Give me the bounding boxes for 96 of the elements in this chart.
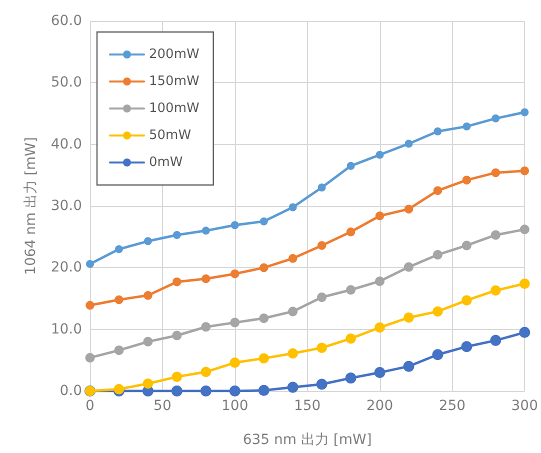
point bbox=[230, 318, 240, 328]
point bbox=[142, 378, 154, 389]
point bbox=[490, 285, 501, 296]
point bbox=[86, 260, 94, 268]
point bbox=[230, 221, 239, 230]
point bbox=[492, 114, 500, 122]
point bbox=[143, 336, 153, 346]
legend-label: 100mW bbox=[149, 101, 200, 116]
point bbox=[202, 274, 210, 284]
point bbox=[346, 285, 356, 295]
point bbox=[491, 168, 500, 178]
y-tick-label: 50.0 bbox=[50, 74, 82, 91]
point bbox=[259, 313, 269, 323]
point bbox=[317, 292, 327, 302]
point bbox=[114, 346, 124, 356]
point bbox=[520, 224, 530, 234]
point bbox=[404, 204, 414, 214]
point bbox=[172, 372, 182, 382]
point bbox=[229, 386, 240, 396]
point bbox=[114, 295, 124, 304]
y-tick-label: 30.0 bbox=[50, 198, 82, 214]
point bbox=[230, 358, 240, 368]
point bbox=[230, 269, 240, 278]
point bbox=[462, 122, 471, 130]
point bbox=[171, 386, 182, 396]
point bbox=[432, 250, 442, 260]
point bbox=[288, 254, 298, 263]
point bbox=[520, 278, 530, 289]
point bbox=[345, 372, 356, 384]
y-tick-label: 20.0 bbox=[50, 260, 82, 276]
y-tick-label: 40.0 bbox=[50, 136, 82, 152]
point bbox=[434, 127, 442, 136]
point bbox=[433, 186, 442, 195]
point bbox=[432, 349, 444, 360]
x-tick-label: 50 bbox=[154, 398, 172, 414]
point bbox=[404, 140, 413, 148]
point bbox=[346, 333, 356, 344]
legend-label: 150mW bbox=[149, 74, 200, 89]
point bbox=[287, 382, 298, 393]
point bbox=[374, 367, 386, 378]
point bbox=[346, 228, 356, 236]
x-tick-label: 200 bbox=[366, 398, 394, 414]
point bbox=[144, 291, 152, 300]
x-tick-label: 150 bbox=[294, 398, 321, 414]
point bbox=[462, 295, 472, 306]
x-tick-label: 0 bbox=[86, 398, 94, 414]
point bbox=[375, 276, 385, 286]
y-tick-label: 0.0 bbox=[60, 383, 82, 399]
point bbox=[202, 226, 210, 235]
point bbox=[317, 241, 326, 250]
x-tick-label: 100 bbox=[222, 398, 248, 414]
point bbox=[172, 330, 182, 340]
point bbox=[114, 245, 123, 254]
point bbox=[144, 237, 152, 246]
point bbox=[316, 378, 328, 390]
point bbox=[318, 184, 326, 192]
point bbox=[375, 211, 384, 220]
point bbox=[376, 150, 384, 159]
y-tick-label: 10.0 bbox=[50, 321, 82, 338]
point bbox=[404, 312, 414, 323]
point bbox=[404, 262, 414, 272]
legend-label: 0mW bbox=[149, 155, 183, 170]
point bbox=[490, 334, 502, 346]
point bbox=[288, 348, 298, 359]
x-tick-label: 250 bbox=[438, 398, 466, 414]
point bbox=[316, 342, 327, 353]
point bbox=[260, 217, 268, 226]
point bbox=[86, 300, 94, 310]
point bbox=[200, 366, 212, 378]
point bbox=[462, 240, 472, 250]
legend-label: 200mW bbox=[149, 47, 200, 62]
point bbox=[288, 203, 297, 212]
point bbox=[172, 230, 181, 239]
y-tick-label: 60.0 bbox=[50, 13, 82, 29]
point bbox=[462, 176, 472, 184]
x-axis-title: 635 nm 出力 [mW] bbox=[242, 432, 372, 448]
point bbox=[520, 166, 530, 176]
point bbox=[520, 108, 529, 116]
point bbox=[519, 326, 530, 338]
point bbox=[172, 277, 182, 286]
point bbox=[200, 386, 212, 396]
point bbox=[490, 230, 500, 240]
point bbox=[258, 384, 270, 396]
point bbox=[288, 306, 298, 316]
point bbox=[85, 352, 95, 362]
point bbox=[432, 306, 443, 317]
y-axis-title: 1064 nm 出力 [mW] bbox=[23, 137, 39, 275]
point bbox=[461, 341, 472, 352]
x-tick-label: 300 bbox=[511, 398, 538, 414]
point bbox=[258, 353, 269, 364]
point bbox=[374, 322, 385, 333]
point bbox=[346, 162, 355, 170]
point bbox=[259, 263, 268, 272]
point bbox=[201, 322, 211, 332]
legend-label: 50mW bbox=[149, 128, 192, 143]
point bbox=[403, 360, 414, 372]
